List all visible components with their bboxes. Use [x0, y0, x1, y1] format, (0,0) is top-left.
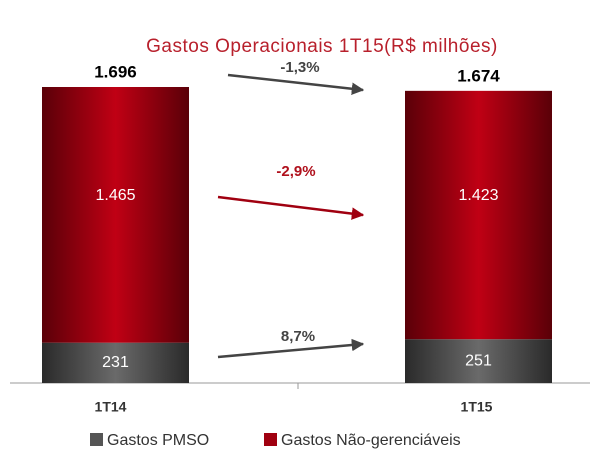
value-label: 1.423 — [458, 187, 498, 204]
bar-segment — [405, 90, 552, 340]
legend-label: Gastos PMSO — [107, 432, 209, 449]
legend-swatch — [264, 433, 277, 446]
value-label: 1.465 — [95, 187, 135, 204]
arrow — [217, 195, 365, 220]
bar-segment — [405, 339, 552, 383]
annotation: -1,3% — [280, 59, 319, 76]
arrow — [227, 73, 365, 95]
total-label: 1.674 — [457, 66, 500, 85]
bar-segment — [42, 87, 189, 343]
x-tick-label: 1T15 — [461, 399, 493, 415]
legend-label: Gastos Não-gerenciáveis — [281, 432, 461, 449]
value-label: 251 — [465, 352, 492, 369]
value-label: 231 — [102, 354, 129, 371]
total-label: 1.696 — [94, 62, 137, 81]
annotation: 8,7% — [281, 328, 315, 345]
annotation: -2,9% — [276, 163, 315, 180]
x-tick-label: 1T14 — [95, 399, 127, 415]
chart-title: Gastos Operacionais 1T15(R$ milhões) — [146, 36, 498, 57]
legend-swatch — [90, 433, 103, 446]
bar-segment — [42, 342, 189, 383]
arrow — [217, 338, 365, 359]
